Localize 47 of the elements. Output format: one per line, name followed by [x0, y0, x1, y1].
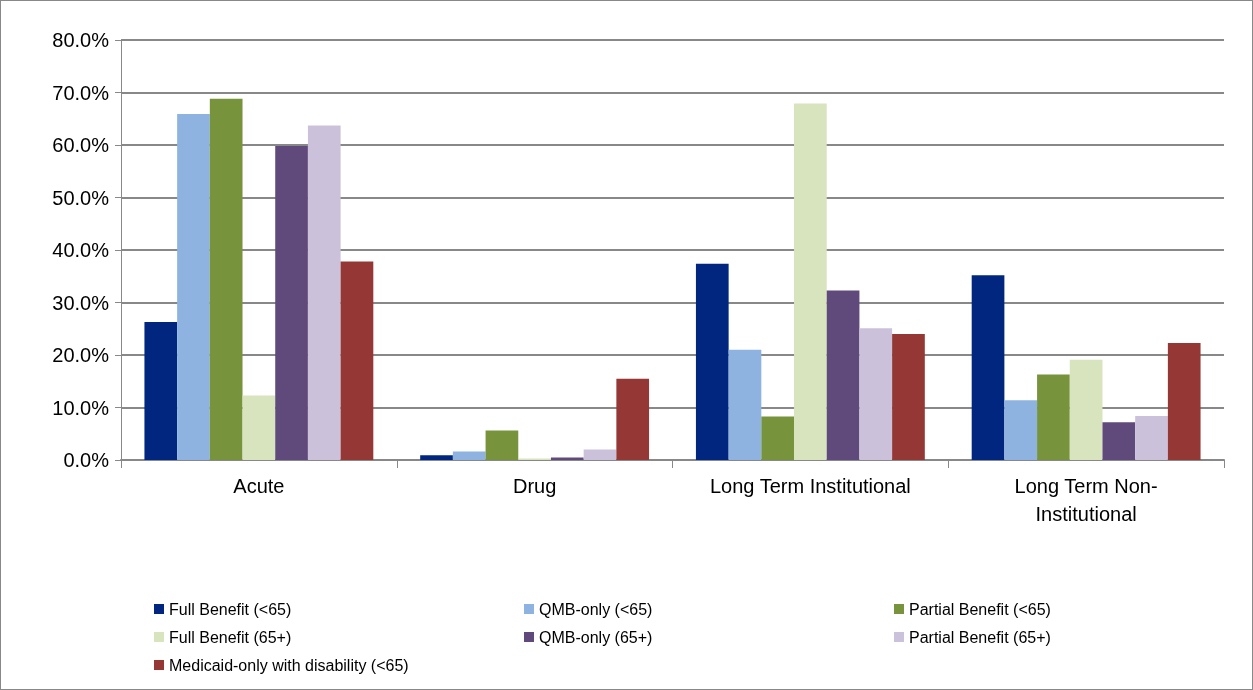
legend-label: Medicaid-only with disability (<65): [169, 656, 409, 674]
y-tick-label: 0.0%: [63, 449, 110, 471]
x-tick-label: Long Term Institutional: [709, 475, 911, 497]
bar: [420, 455, 453, 460]
bar: [728, 349, 762, 460]
bar: [859, 328, 893, 460]
bar: [340, 261, 374, 460]
y-tick-label: 30.0%: [52, 291, 110, 314]
bar: [1037, 374, 1070, 460]
bar: [307, 125, 341, 460]
bar: [892, 334, 925, 460]
bar: [583, 449, 617, 460]
bar: [242, 395, 276, 460]
bar: [616, 378, 650, 460]
bar: [550, 457, 584, 460]
bar: [971, 275, 1005, 460]
bar: [485, 430, 519, 460]
legend-label: Full Benefit (<65): [169, 600, 292, 618]
x-tick-label: Acute: [233, 475, 285, 497]
bar: [452, 451, 486, 460]
legend-label: Full Benefit (65+): [169, 628, 292, 646]
bar: [826, 290, 860, 460]
x-tick-label: Drug: [512, 475, 557, 497]
legend-label: QMB-only (65+): [539, 628, 653, 646]
bar: [1004, 400, 1038, 460]
bar: [1167, 342, 1201, 460]
legend-label: Partial Benefit (65+): [909, 628, 1051, 646]
bar: [177, 114, 210, 460]
bar: [761, 416, 795, 460]
y-tick-label: 20.0%: [52, 344, 110, 366]
bar: [794, 103, 827, 460]
bar: [144, 321, 178, 460]
legend-label: QMB-only (<65): [539, 600, 653, 618]
x-tick-label: Long Term Non- Institutional: [1014, 475, 1158, 525]
bar: [1069, 359, 1103, 460]
y-tick-label: 80.0%: [52, 29, 110, 51]
y-tick-label: 40.0%: [52, 239, 110, 261]
bar: [695, 263, 729, 460]
y-tick-label: 60.0%: [52, 134, 110, 156]
bar: [1102, 422, 1136, 460]
bar: [275, 146, 308, 460]
y-tick-label: 50.0%: [52, 186, 110, 209]
y-tick-label: 70.0%: [52, 81, 110, 104]
bar: [209, 98, 243, 460]
legend-label: Partial Benefit (<65): [909, 600, 1051, 618]
y-tick-label: 10.0%: [52, 396, 110, 419]
bar: [1135, 415, 1168, 460]
